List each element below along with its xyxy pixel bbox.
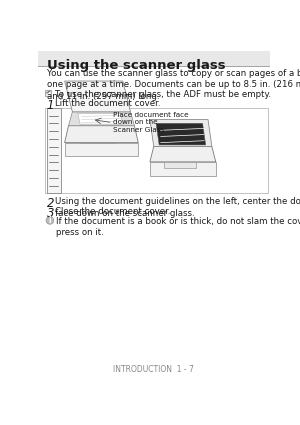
Polygon shape	[68, 112, 134, 126]
Text: i: i	[49, 216, 51, 225]
Text: 3: 3	[47, 207, 54, 220]
Polygon shape	[150, 147, 216, 162]
Text: Close the document cover.: Close the document cover.	[55, 207, 170, 216]
Text: Place document face
down on the
Scanner Glass: Place document face down on the Scanner …	[113, 112, 188, 133]
Bar	[38, 51, 270, 67]
Polygon shape	[78, 113, 123, 124]
Ellipse shape	[46, 217, 54, 224]
Text: To use the scanner glass, the ADF must be empty.: To use the scanner glass, the ADF must b…	[55, 90, 271, 99]
Text: INTRODUCTION  1 - 7: INTRODUCTION 1 - 7	[113, 366, 194, 374]
Polygon shape	[64, 126, 138, 143]
Text: 1: 1	[47, 99, 54, 112]
Polygon shape	[164, 162, 196, 168]
Polygon shape	[150, 119, 212, 147]
Polygon shape	[80, 143, 115, 149]
Text: Using the document guidelines on the left, center the document
face down on the : Using the document guidelines on the lef…	[55, 197, 300, 218]
Bar	[45, 90, 52, 96]
Text: Lift the document cover.: Lift the document cover.	[55, 99, 160, 108]
Bar	[45, 108, 268, 193]
Text: 2: 2	[47, 197, 54, 210]
Bar	[47, 108, 61, 193]
Polygon shape	[64, 143, 138, 156]
Polygon shape	[64, 81, 130, 112]
Polygon shape	[156, 123, 206, 145]
Text: Using the scanner glass: Using the scanner glass	[47, 59, 225, 72]
Text: If the document is a book or is thick, do not slam the cover or
press on it.: If the document is a book or is thick, d…	[56, 217, 300, 237]
Text: You can use the scanner glass to copy or scan pages of a book or
one page at a t: You can use the scanner glass to copy or…	[47, 69, 300, 101]
Polygon shape	[150, 162, 216, 176]
